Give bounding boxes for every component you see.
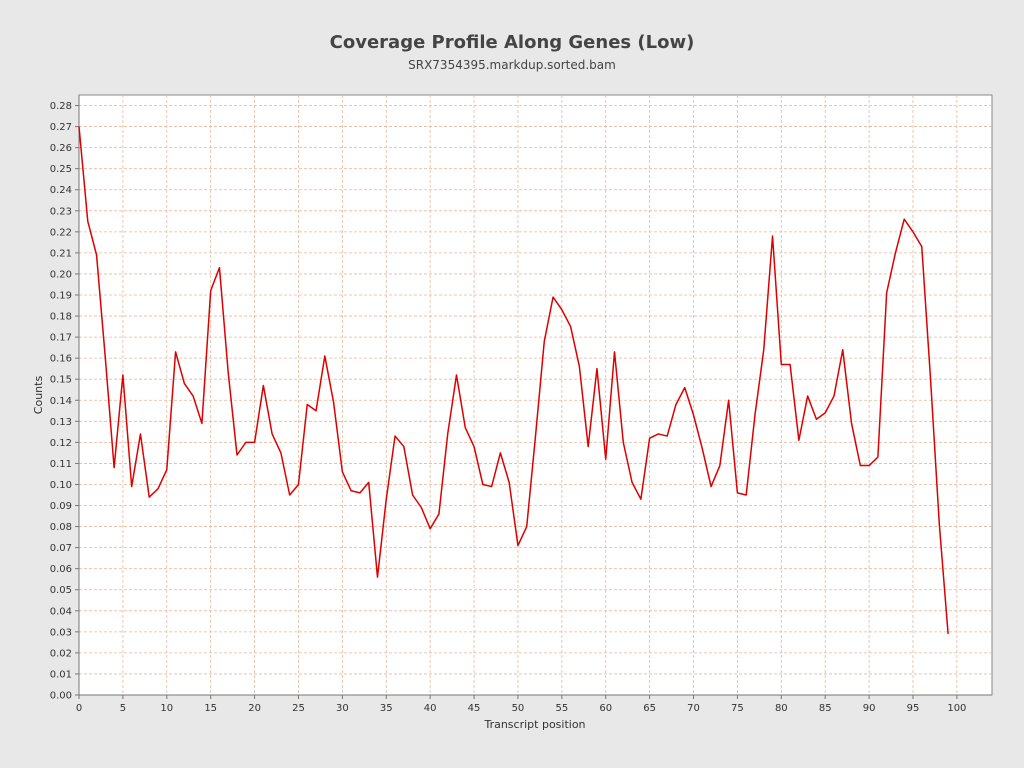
y-tick-label: 0.24 [50, 185, 72, 196]
series-line [78, 126, 949, 635]
y-tick-label: 0.14 [50, 396, 72, 407]
y-tick-label: 0.20 [50, 269, 72, 280]
chart-title: Coverage Profile Along Genes (Low) [330, 32, 695, 53]
y-tick-label: 0.23 [50, 206, 72, 217]
y-tick-label: 0.08 [50, 522, 72, 533]
y-tick-label: 0.06 [50, 564, 72, 575]
y-tick-label: 0.10 [50, 480, 72, 491]
y-tick-label: 0.21 [50, 248, 72, 259]
x-tick-label: 45 [468, 703, 481, 714]
x-axis-label: Transcript position [483, 718, 585, 731]
x-tick-label: 10 [160, 703, 173, 714]
y-tick-label: 0.28 [50, 101, 72, 112]
y-tick-label: 0.25 [50, 164, 72, 175]
x-tick-label: 15 [204, 703, 217, 714]
y-tick-label: 0.07 [50, 543, 72, 554]
y-tick-label: 0.09 [50, 501, 72, 512]
y-tick-label: 0.03 [50, 627, 72, 638]
y-tick-label: 0.15 [50, 375, 72, 386]
x-tick-label: 95 [907, 703, 920, 714]
x-tick-label: 80 [775, 703, 788, 714]
x-tick-label: 85 [819, 703, 832, 714]
y-tick-label: 0.11 [50, 459, 72, 470]
x-tick-label: 30 [336, 703, 349, 714]
x-tick-label: 0 [76, 703, 82, 714]
y-tick-label: 0.02 [50, 648, 72, 659]
y-tick-label: 0.00 [50, 691, 72, 702]
y-tick-label: 0.12 [50, 438, 72, 449]
y-tick-label: 0.13 [50, 417, 72, 428]
x-tick-label: 90 [863, 703, 876, 714]
x-tick-label: 50 [512, 703, 525, 714]
series-layer [78, 126, 949, 635]
y-tick-label: 0.04 [50, 606, 72, 617]
y-axis-label: Counts [32, 376, 45, 415]
y-tick-label: 0.05 [50, 585, 72, 596]
axes: 0.00 0.01 0.02 0.03 0.04 0.05 0.06 0.07 0.08 0.09… [50, 95, 992, 714]
x-tick-label: 5 [120, 703, 126, 714]
x-tick-label: 70 [687, 703, 700, 714]
y-tick-label: 0.17 [50, 333, 72, 344]
x-tick-label: 60 [599, 703, 612, 714]
chart-subtitle: SRX7354395.markdup.sorted.bam [408, 58, 616, 72]
plot-area [78, 94, 993, 696]
x-tick-label: 25 [292, 703, 305, 714]
y-tick-label: 0.27 [50, 122, 72, 133]
x-tick-label: 55 [555, 703, 568, 714]
y-tick-label: 0.19 [50, 291, 72, 302]
y-tick-label: 0.22 [50, 227, 72, 238]
y-tick-label: 0.16 [50, 354, 72, 365]
y-tick-label: 0.01 [50, 669, 72, 680]
x-tick-label: 100 [947, 703, 966, 714]
x-tick-label: 20 [248, 703, 261, 714]
x-tick-label: 40 [424, 703, 437, 714]
y-tick-label: 0.18 [50, 312, 72, 323]
x-tick-label: 75 [731, 703, 744, 714]
y-tick-label: 0.26 [50, 143, 72, 154]
x-tick-label: 65 [643, 703, 656, 714]
x-tick-label: 35 [380, 703, 393, 714]
